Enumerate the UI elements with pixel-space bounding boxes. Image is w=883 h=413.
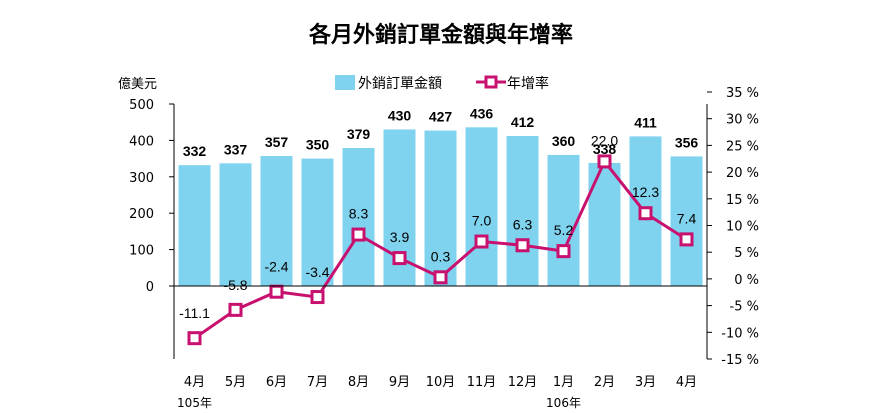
x-tick-label: 4月 [184, 375, 205, 390]
growth-marker [638, 206, 653, 221]
bar [178, 165, 211, 286]
left-tick-label: 100 [129, 244, 154, 259]
x-tick-label: 7月 [307, 375, 328, 390]
growth-marker [269, 284, 284, 299]
growth-value-label: 7.0 [472, 213, 492, 229]
x-tick-label: 1月 [553, 375, 574, 390]
bar-value-label: 338 [593, 141, 617, 157]
bar [506, 136, 539, 286]
growth-value-label: -3.4 [305, 264, 329, 280]
left-tick-label: 0 [146, 280, 154, 295]
right-tick-label: 15 % [726, 193, 759, 208]
bar-value-label: 332 [183, 143, 207, 159]
legend-line-label: 年增率 [507, 75, 549, 92]
growth-value-label: -2.4 [264, 259, 288, 275]
chart-title: 各月外銷訂單金額與年增率 [308, 22, 573, 48]
right-tick-label: 35 % [726, 86, 759, 101]
axes [173, 104, 708, 359]
left-tick-label: 500 [129, 98, 154, 113]
left-tick-label: 200 [129, 207, 154, 222]
bar [342, 148, 375, 286]
x-tick-label: 3月 [635, 375, 656, 390]
growth-marker [679, 232, 694, 247]
bar-labels: 332 337 357 350 379 430 427 436 412 360 338 411 356 [183, 105, 699, 159]
growth-marker [556, 244, 571, 259]
bar-value-label: 360 [552, 133, 576, 149]
right-tick-label: 5 % [734, 246, 759, 261]
bar [260, 156, 293, 286]
legend-line-marker [484, 75, 498, 89]
growth-value-label: 5.2 [554, 222, 574, 238]
x-tick-label: 10月 [426, 375, 456, 390]
growth-value-label: 6.3 [513, 216, 533, 232]
bar [219, 163, 252, 286]
x-tick-label: 6月 [266, 375, 287, 390]
right-axis-ticks: 35 % 30 % 25 % 20 % 15 % 10 % 5 % 0 % -5 % -10 % -… [707, 86, 759, 368]
bar-value-label: 411 [634, 114, 657, 130]
growth-value-label: -11.1 [179, 305, 210, 321]
left-axis-ticks: 0 100 200 300 400 500 [129, 98, 174, 295]
x-tick-label: 5月 [225, 375, 246, 390]
x-tick-label: 2月 [594, 375, 615, 390]
bar-value-label: 356 [675, 134, 699, 150]
legend-bar-label: 外銷訂單金額 [358, 76, 442, 92]
growth-value-label: 3.9 [390, 229, 410, 245]
growth-value-label: -5.8 [223, 277, 247, 293]
x-tick-label: 9月 [389, 375, 410, 390]
bar-value-label: 379 [347, 126, 371, 142]
year-label: 105年 [177, 396, 212, 410]
growth-marker [597, 154, 612, 169]
growth-marker [433, 270, 448, 285]
growth-marker [187, 331, 202, 346]
growth-marker [228, 302, 243, 317]
bar [301, 158, 334, 286]
line-labels: -11.1 -5.8 -2.4 -3.4 8.3 3.9 0.3 7.0 6.3 5.2 22.0 1… [179, 132, 696, 321]
right-tick-label: 10 % [726, 220, 759, 235]
right-tick-label: -15 % [721, 353, 759, 368]
x-tick-label: 8月 [348, 375, 369, 390]
growth-marker [351, 227, 366, 242]
growth-value-label: 22.0 [591, 132, 618, 148]
growth-line [187, 154, 694, 346]
legend: 外銷訂單金額 年增率 [335, 75, 549, 92]
x-tick-label: 12月 [508, 375, 538, 390]
right-tick-label: -10 % [721, 326, 759, 341]
right-tick-label: 30 % [726, 113, 759, 128]
bar-value-label: 412 [511, 114, 535, 130]
left-axis-unit: 億美元 [118, 76, 157, 92]
bar [588, 162, 621, 286]
bar-value-label: 430 [388, 107, 412, 123]
right-tick-label: 0 % [734, 273, 759, 288]
growth-value-label: 7.4 [677, 210, 697, 226]
bar [670, 156, 703, 286]
bar-value-label: 357 [265, 134, 289, 150]
x-tick-label: 4月 [676, 375, 697, 390]
growth-marker [474, 234, 489, 249]
x-tick-label: 11月 [467, 375, 497, 390]
bar [465, 127, 498, 287]
legend-bar-swatch [335, 75, 355, 90]
right-tick-label: 20 % [726, 166, 759, 181]
growth-marker [310, 290, 325, 305]
bar-value-label: 337 [224, 141, 248, 157]
left-tick-label: 300 [129, 171, 154, 186]
x-axis-ticks: 4月 5月 6月 7月 8月 9月 10月 11月 12月 1月 2月 3月 4月 [184, 375, 697, 390]
bar [547, 154, 580, 286]
growth-marker [392, 251, 407, 266]
growth-value-label: 12.3 [632, 184, 659, 200]
growth-value-label: 0.3 [431, 248, 451, 264]
growth-marker [515, 238, 530, 253]
right-tick-label: -5 % [730, 300, 759, 315]
bar-value-label: 350 [306, 137, 330, 153]
right-tick-label: 25 % [726, 139, 759, 154]
bar [424, 130, 457, 286]
bar-value-label: 436 [470, 105, 494, 121]
bars [178, 127, 703, 287]
year-labels: 105年 106年 [177, 396, 581, 410]
year-label: 106年 [546, 396, 581, 410]
left-tick-label: 400 [129, 134, 154, 149]
growth-value-label: 8.3 [349, 206, 369, 222]
bar-value-label: 427 [429, 109, 453, 125]
